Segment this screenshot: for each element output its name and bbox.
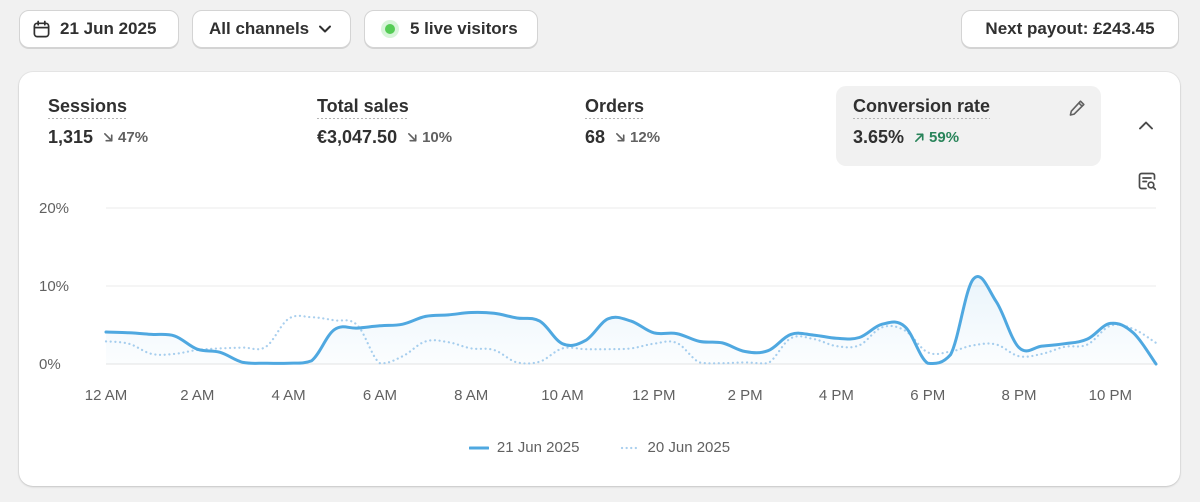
metric-change-value: 10% bbox=[422, 129, 453, 146]
arrow-down-right-icon bbox=[408, 133, 417, 142]
y-tick-label: 20% bbox=[39, 200, 69, 217]
metric-total-sales[interactable]: Total sales €3,047.50 10% bbox=[300, 86, 550, 166]
metric-label: Sessions bbox=[48, 96, 128, 119]
channels-dropdown[interactable]: All channels bbox=[192, 10, 351, 48]
metric-label: Total sales bbox=[317, 96, 409, 119]
live-visitors-button[interactable]: 5 live visitors bbox=[364, 10, 538, 48]
x-tick-label: 6 AM bbox=[363, 387, 397, 404]
series-line-current bbox=[104, 275, 1158, 366]
metric-value: 68 bbox=[585, 127, 606, 147]
legend-label: 20 Jun 2025 bbox=[647, 439, 731, 456]
x-tick-label: 6 PM bbox=[910, 387, 945, 404]
metric-conversion-rate[interactable]: Conversion rate 3.65% 59% bbox=[836, 86, 1101, 166]
chevron-down-icon bbox=[318, 22, 332, 36]
x-tick-label: 4 PM bbox=[819, 387, 854, 404]
legend-item-current[interactable]: 21 Jun 2025 bbox=[468, 439, 580, 456]
metric-change: 59% bbox=[914, 129, 959, 146]
metric-change: 12% bbox=[615, 129, 660, 146]
legend-swatch-dotted bbox=[620, 446, 640, 449]
chevron-up-icon[interactable] bbox=[1136, 116, 1156, 141]
pencil-icon[interactable] bbox=[1067, 98, 1087, 123]
legend-item-previous[interactable]: 20 Jun 2025 bbox=[620, 439, 731, 456]
date-label: 21 Jun 2025 bbox=[60, 19, 157, 38]
next-payout-button[interactable]: Next payout: £243.45 bbox=[961, 10, 1179, 48]
x-tick-label: 12 PM bbox=[632, 387, 675, 404]
channels-label: All channels bbox=[209, 19, 310, 38]
date-picker-button[interactable]: 21 Jun 2025 bbox=[19, 10, 179, 48]
metric-value: 1,315 bbox=[48, 127, 94, 147]
metric-sessions[interactable]: Sessions 1,315 47% bbox=[31, 86, 281, 166]
x-tick-label: 2 AM bbox=[180, 387, 214, 404]
x-tick-label: 8 PM bbox=[1002, 387, 1037, 404]
x-tick-label: 4 AM bbox=[272, 387, 306, 404]
legend-swatch-solid bbox=[468, 446, 489, 449]
y-tick-label: 0% bbox=[39, 356, 61, 373]
metric-change: 47% bbox=[103, 129, 148, 146]
live-visitors-label: 5 live visitors bbox=[410, 19, 518, 38]
metric-value: 3.65% bbox=[853, 127, 905, 147]
live-status-icon bbox=[381, 20, 399, 38]
metric-change: 10% bbox=[407, 129, 452, 146]
metric-change-value: 59% bbox=[929, 129, 960, 146]
y-tick-label: 10% bbox=[39, 278, 69, 295]
conversion-rate-chart: 20% 10% 0% 12 AM 2 AM 4 AM 6 AM 8 AM 10 AM 12 PM 2… bbox=[39, 200, 1158, 404]
x-tick-label: 8 AM bbox=[454, 387, 488, 404]
x-tick-label: 10 AM bbox=[541, 387, 584, 404]
metric-change-value: 12% bbox=[630, 129, 661, 146]
x-tick-label: 12 AM bbox=[85, 387, 128, 404]
metric-label: Orders bbox=[585, 96, 645, 119]
analytics-card: Sessions 1,315 47% Total sales €3,047.50… bbox=[19, 72, 1180, 486]
series-area-current bbox=[106, 276, 1156, 364]
chart-search-icon[interactable] bbox=[1136, 170, 1158, 197]
arrow-down-right-icon bbox=[104, 133, 113, 142]
metric-change-value: 47% bbox=[118, 129, 149, 146]
arrow-up-right-icon bbox=[915, 133, 924, 142]
metric-orders[interactable]: Orders 68 12% bbox=[568, 86, 818, 166]
x-tick-label: 2 PM bbox=[728, 387, 763, 404]
x-tick-label: 10 PM bbox=[1089, 387, 1132, 404]
next-payout-label: Next payout: £243.45 bbox=[985, 19, 1155, 38]
arrow-down-right-icon bbox=[616, 133, 625, 142]
legend-label: 21 Jun 2025 bbox=[496, 439, 580, 456]
calendar-icon bbox=[32, 20, 51, 39]
topbar: 21 Jun 2025 All channels 5 live visitors… bbox=[19, 10, 1179, 48]
chart-legend: 21 Jun 2025 20 Jun 2025 bbox=[19, 439, 1180, 456]
metric-value: €3,047.50 bbox=[317, 127, 398, 147]
metric-label: Conversion rate bbox=[853, 96, 991, 119]
